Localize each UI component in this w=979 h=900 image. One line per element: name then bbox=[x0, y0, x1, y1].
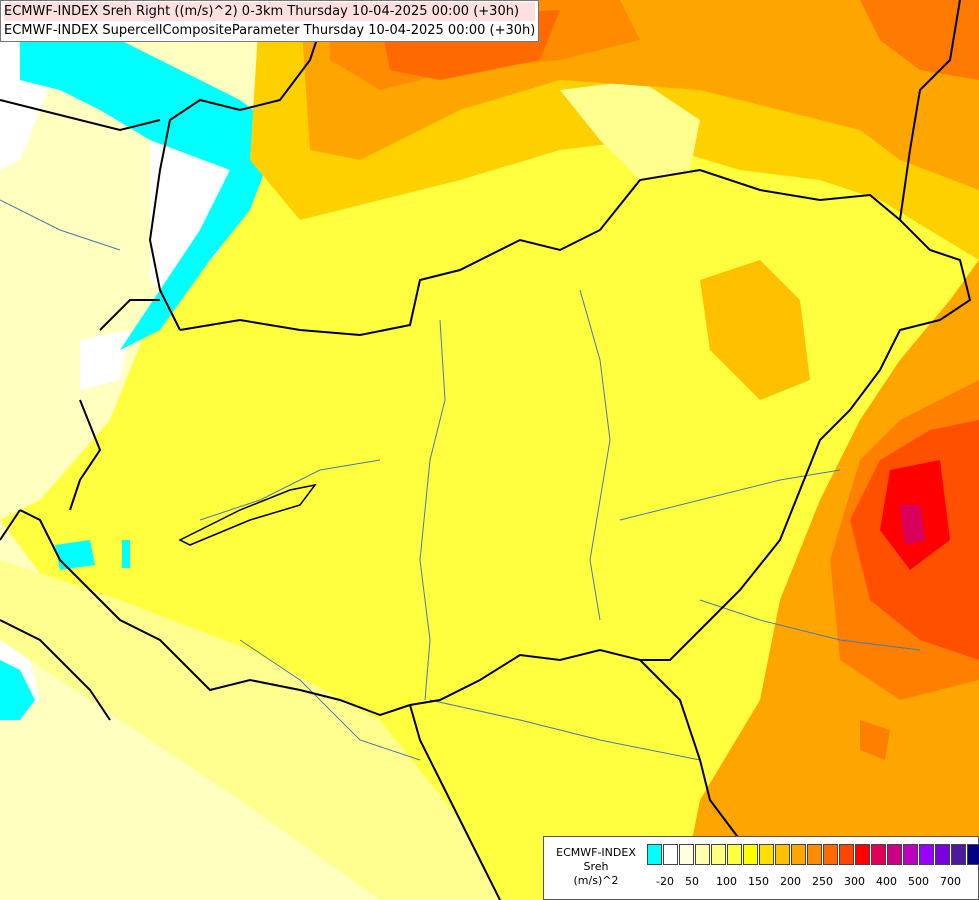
legend-tick-label: 150 bbox=[748, 875, 769, 888]
legend-swatch bbox=[711, 844, 726, 865]
legend-tick-label: 250 bbox=[812, 875, 833, 888]
color-legend: ECMWF-INDEX Sreh (m/s)^2 -20 50 100 150 200 2… bbox=[543, 836, 979, 900]
legend-unit: (m/s)^2 bbox=[573, 874, 619, 887]
legend-swatch bbox=[647, 844, 662, 865]
field-orange-mid bbox=[700, 260, 810, 400]
legend-swatch bbox=[919, 844, 934, 865]
river-danube bbox=[419, 319, 446, 701]
field-cyan-dot bbox=[122, 540, 130, 568]
field-cyan-nw bbox=[20, 30, 280, 350]
river-tisza bbox=[579, 289, 611, 621]
legend-swatch bbox=[759, 844, 774, 865]
legend-swatch bbox=[903, 844, 918, 865]
legend-swatch bbox=[823, 844, 838, 865]
legend-swatch bbox=[807, 844, 822, 865]
river-3 bbox=[619, 469, 841, 521]
legend-name-1: ECMWF-INDEX bbox=[556, 846, 636, 859]
legend-tick-label: 400 bbox=[876, 875, 897, 888]
rivers bbox=[0, 199, 921, 761]
legend-name-2: Sreh bbox=[583, 860, 609, 873]
river-6 bbox=[239, 639, 421, 761]
legend-tick-label: 500 bbox=[908, 875, 929, 888]
field-pale-band bbox=[0, 560, 500, 900]
legend-swatch bbox=[743, 844, 758, 865]
legend-swatch bbox=[663, 844, 678, 865]
legend-swatch bbox=[935, 844, 950, 865]
field-cyan-sw bbox=[0, 660, 35, 720]
river-5 bbox=[429, 699, 701, 761]
field-pale-southwest bbox=[0, 520, 420, 900]
border-west-1 bbox=[0, 509, 21, 541]
border-hungary bbox=[19, 168, 972, 717]
legend-swatch bbox=[967, 844, 979, 865]
river-2 bbox=[0, 199, 121, 251]
legend-swatch bbox=[695, 844, 710, 865]
legend-swatches bbox=[647, 844, 979, 865]
map-title-box: ECMWF-INDEX Sreh Right ((m/s)^2) 0-3km T… bbox=[0, 0, 540, 42]
river-1 bbox=[199, 459, 381, 521]
field-white-2 bbox=[80, 330, 130, 390]
legend-swatch bbox=[839, 844, 854, 865]
field-orange-spot bbox=[860, 720, 890, 760]
border-serbia-west bbox=[409, 704, 501, 900]
title-line-1: ECMWF-INDEX Sreh Right ((m/s)^2) 0-3km T… bbox=[4, 2, 536, 21]
legend-tick-label: 700 bbox=[940, 875, 961, 888]
legend-swatch bbox=[679, 844, 694, 865]
river-4 bbox=[699, 599, 921, 651]
border-slovenia bbox=[0, 619, 111, 721]
border-czech bbox=[0, 99, 161, 132]
legend-tick-label: 300 bbox=[844, 875, 865, 888]
legend-tick-label: 200 bbox=[780, 875, 801, 888]
legend-tick-label: 50 bbox=[685, 875, 699, 888]
legend-swatch bbox=[871, 844, 886, 865]
legend-tick-label: -20 bbox=[656, 875, 674, 888]
border-austria-czech bbox=[148, 0, 331, 331]
field-pale-north-spot bbox=[560, 80, 700, 180]
legend-swatch bbox=[887, 844, 902, 865]
lake-balaton bbox=[178, 483, 317, 546]
legend-ticks: -20 50 100 150 200 250 300 400 500 700 bbox=[647, 875, 977, 889]
legend-swatch bbox=[951, 844, 966, 865]
field-magenta-core bbox=[900, 505, 925, 545]
title-line-2: ECMWF-INDEX SupercellCompositeParameter … bbox=[4, 23, 536, 38]
legend-swatch bbox=[855, 844, 870, 865]
legend-tick-label: 100 bbox=[716, 875, 737, 888]
legend-swatch bbox=[775, 844, 790, 865]
border-austria-3 bbox=[69, 399, 102, 511]
field-cyan-small bbox=[55, 540, 95, 570]
border-austria-2 bbox=[99, 299, 160, 331]
legend-swatch bbox=[727, 844, 742, 865]
border-ukraine bbox=[899, 0, 961, 221]
legend-swatch bbox=[791, 844, 806, 865]
legend-label: ECMWF-INDEX Sreh (m/s)^2 bbox=[548, 846, 644, 888]
